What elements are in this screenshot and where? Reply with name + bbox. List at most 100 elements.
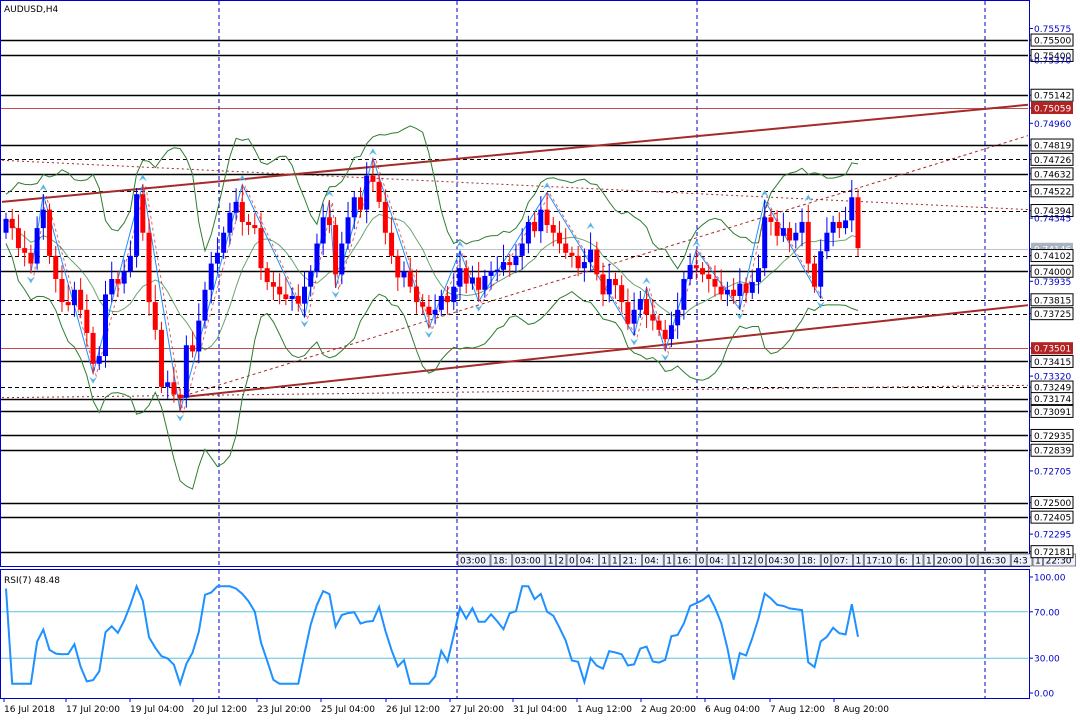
candle-body-73 <box>457 268 463 287</box>
time-label-10: 2 Aug 20:00 <box>641 705 696 715</box>
rsi-pane[interactable] <box>0 569 1030 699</box>
channel-upper <box>1 103 1029 203</box>
candle-body-69 <box>432 309 438 315</box>
rsi-tick-label-3: 0.00 <box>1034 690 1054 700</box>
time-label-6: 26 Jul 12:00 <box>386 705 440 715</box>
candle-body-15 <box>96 356 102 364</box>
price-label-16: 0.73935 <box>1034 278 1071 288</box>
time-label-5: 25 Jul 04:00 <box>321 705 375 715</box>
candle-body-40 <box>252 225 258 229</box>
candle-body-105 <box>656 320 662 330</box>
time-label-12: 7 Aug 12:00 <box>770 705 825 715</box>
candle-body-21 <box>134 194 140 256</box>
price-box-14 <box>1030 249 1074 263</box>
session-cell-text-8: 1 <box>612 557 618 567</box>
candle-body-10 <box>65 302 71 306</box>
price-label-24: 0.73091 <box>1034 408 1071 418</box>
price-label-20: 0.73415 <box>1034 358 1071 368</box>
session-cell-text-31: 1 <box>1035 557 1041 567</box>
rsi-indicator <box>1 583 1028 687</box>
candle-body-50 <box>314 243 320 272</box>
price-highlight-box-19 <box>1031 342 1073 355</box>
price-label-18: 0.73725 <box>1034 310 1071 320</box>
price-label-2: 0.75400 <box>1034 52 1071 62</box>
candle-body-32 <box>202 289 208 321</box>
candle-body-28 <box>177 394 183 398</box>
candle-body-48 <box>302 286 308 304</box>
candle-body-6 <box>40 209 46 229</box>
candle-body-20 <box>127 255 133 272</box>
candles <box>3 158 861 412</box>
rsi-axis: 100.00 70.00 30.00 0.00 <box>1029 574 1066 700</box>
time-label-1: 17 Jul 20:00 <box>66 705 120 715</box>
symbol-label: AUDUSD,H4 <box>4 5 59 15</box>
candle-body-45 <box>283 294 289 300</box>
session-cell-text-21: 07: <box>834 557 848 567</box>
time-label-7: 27 Jul 20:00 <box>450 705 504 715</box>
price-pane[interactable] <box>0 0 1030 567</box>
candle-body-79 <box>494 269 500 272</box>
fractal-up-9 <box>692 239 701 247</box>
session-cell-3 <box>545 553 556 567</box>
candle-body-57 <box>357 197 363 210</box>
fractal-up-4 <box>368 148 377 156</box>
candle-body-130 <box>811 263 817 287</box>
price-box-15 <box>1030 264 1074 278</box>
candle-body-42 <box>264 268 270 283</box>
session-cell-10 <box>642 553 664 567</box>
candle-body-4 <box>28 252 34 264</box>
candle-body-9 <box>59 278 65 303</box>
time-label-9: 1 Aug 12:00 <box>577 705 632 715</box>
candle-body-113 <box>706 274 712 279</box>
fractal-up-5 <box>455 240 464 248</box>
candle-body-95 <box>594 249 600 275</box>
price-label-27: 0.72705 <box>1034 467 1071 477</box>
price-box-29 <box>1030 510 1074 524</box>
candle-body-128 <box>799 221 805 233</box>
price-label-10: 0.74522 <box>1034 187 1071 197</box>
price-label-22: 0.73249 <box>1034 384 1071 394</box>
candle-body-44 <box>277 286 283 295</box>
candle-body-19 <box>121 271 127 284</box>
candle-body-137 <box>855 197 861 249</box>
session-cell-5 <box>566 553 577 567</box>
candle-body-55 <box>345 217 351 244</box>
candle-body-46 <box>289 295 295 300</box>
channel-base <box>1 384 1029 399</box>
price-label-30: 0.72295 <box>1034 531 1071 541</box>
candle-body-70 <box>438 295 444 310</box>
fractal-up-11 <box>804 194 813 202</box>
session-cell-text-13: 0 <box>699 557 705 567</box>
price-label-6: 0.74960 <box>1034 120 1071 130</box>
price-box-11 <box>1030 204 1074 218</box>
time-label-3: 20 Jul 12:00 <box>193 705 247 715</box>
candle-body-7 <box>47 209 53 256</box>
session-cell-text-30: 4:3 <box>1013 557 1027 567</box>
candle-body-134 <box>836 221 842 229</box>
candle-body-85 <box>532 221 538 232</box>
candle-body-112 <box>700 268 706 275</box>
time-label-13: 8 Aug 20:00 <box>834 705 889 715</box>
candle-body-27 <box>171 382 177 395</box>
candle-body-25 <box>158 329 164 387</box>
candle-body-110 <box>687 265 693 279</box>
candle-body-12 <box>78 289 84 310</box>
candle-body-61 <box>382 201 388 233</box>
candle-body-117 <box>731 289 737 296</box>
time-label-2: 19 Jul 04:00 <box>130 705 184 715</box>
time-axis: 16 Jul 2018 17 Jul 20:00 19 Jul 04:00 20 Ju… <box>3 698 889 715</box>
session-cell-15 <box>728 553 739 567</box>
candle-body-26 <box>165 382 171 387</box>
candle-body-123 <box>768 217 774 222</box>
candle-body-62 <box>389 232 395 256</box>
candle-body-129 <box>805 221 811 264</box>
candle-body-115 <box>718 286 724 295</box>
price-box-1 <box>1030 33 1074 47</box>
candle-body-60 <box>376 181 382 202</box>
candle-body-126 <box>787 228 793 241</box>
fractal-down-5 <box>424 331 433 339</box>
price-label-28: 0.72500 <box>1034 499 1071 509</box>
price-label-11: 0.74394 <box>1034 207 1071 217</box>
session-cell-4 <box>556 553 567 567</box>
